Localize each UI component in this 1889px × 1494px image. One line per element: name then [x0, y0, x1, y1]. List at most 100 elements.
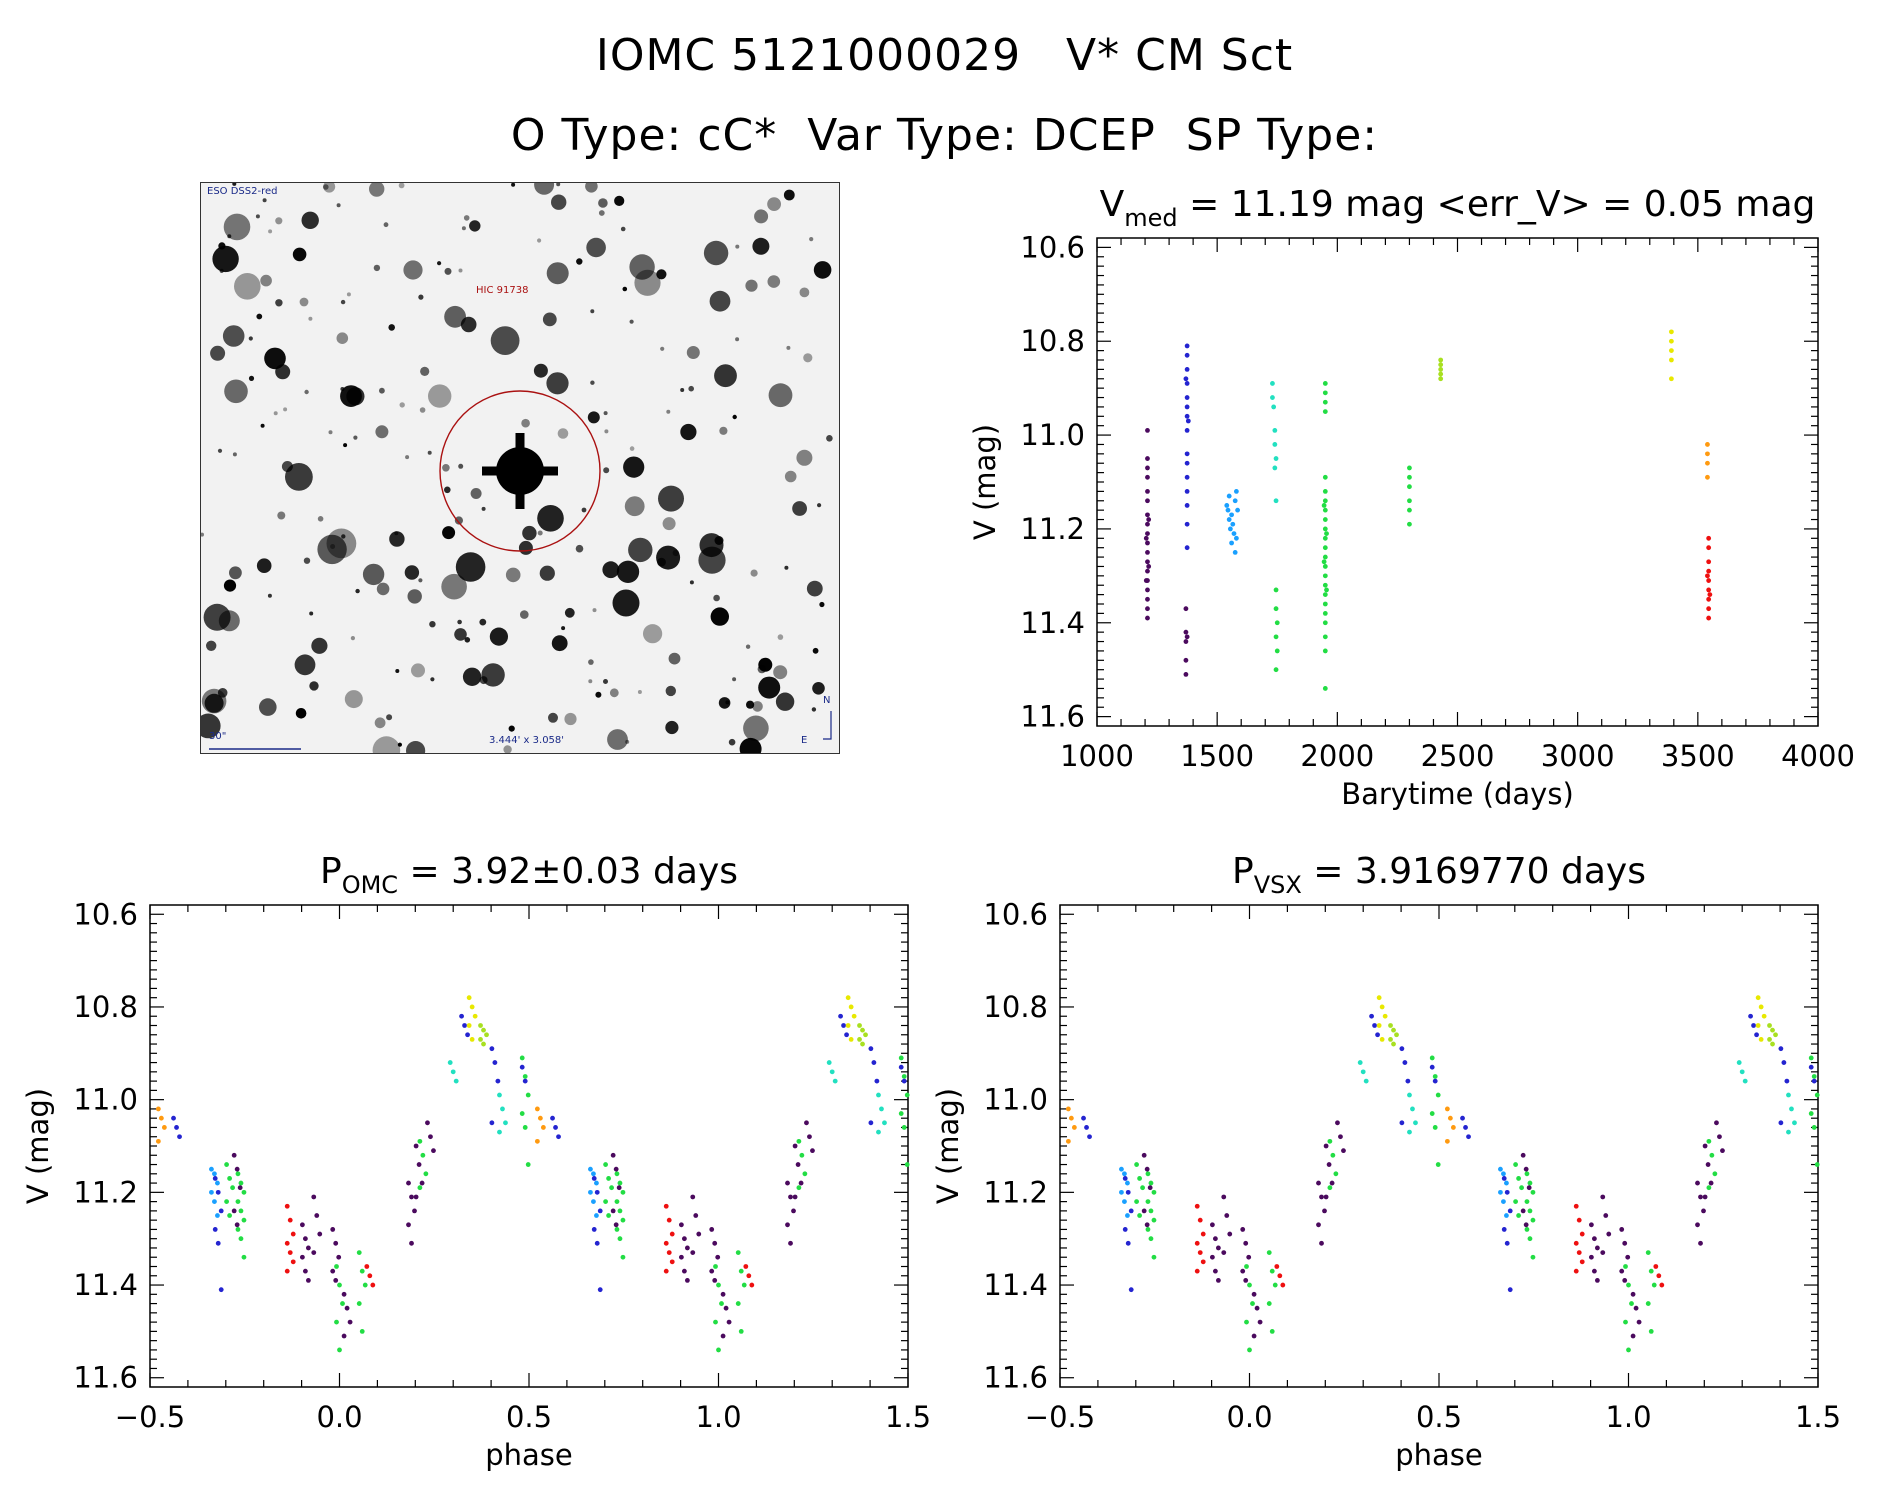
data-point [284, 1203, 290, 1209]
field-star [461, 226, 466, 231]
data-point [1145, 427, 1150, 433]
data-point [1277, 1273, 1283, 1279]
data-point [1516, 1213, 1521, 1218]
data-point [284, 1240, 290, 1246]
field-star [444, 305, 466, 328]
data-point [1145, 596, 1150, 602]
data-point [1273, 606, 1279, 612]
field-star [201, 532, 204, 537]
data-point [1435, 1092, 1441, 1098]
field-star [548, 712, 558, 723]
data-point [1322, 620, 1328, 626]
data-point [735, 1301, 741, 1306]
field-star [602, 561, 620, 579]
data-point [420, 1152, 426, 1158]
data-point [469, 1004, 475, 1010]
data-point [1227, 1231, 1233, 1237]
field-star [556, 183, 561, 187]
field-star [232, 183, 237, 186]
data-point [409, 1240, 414, 1246]
field-star [490, 326, 520, 355]
data-point [1215, 1278, 1221, 1283]
data-point [359, 1268, 365, 1274]
data-point [591, 1199, 596, 1205]
data-point [1322, 686, 1328, 691]
data-point [738, 1268, 744, 1274]
data-point [743, 1264, 749, 1269]
data-point [1814, 1092, 1820, 1098]
data-point [1322, 648, 1328, 654]
field-star [344, 690, 363, 709]
data-point [1375, 1032, 1380, 1038]
data-point [788, 1194, 793, 1200]
field-star [479, 618, 487, 626]
data-point [1379, 1004, 1385, 1010]
data-point [1811, 1125, 1817, 1130]
field-star [427, 450, 432, 455]
data-point [1526, 1185, 1532, 1191]
data-point [367, 1273, 373, 1279]
data-point [1194, 1268, 1200, 1274]
data-point [1134, 1199, 1139, 1205]
data-point [1322, 488, 1328, 494]
figure-title: IOMC 5121000029 V* CM Sct [595, 30, 1294, 81]
data-point [838, 1013, 843, 1019]
field-star [260, 423, 265, 428]
data-point [466, 995, 472, 1001]
data-point [478, 1037, 483, 1042]
data-point [1516, 1176, 1521, 1181]
data-point [235, 1199, 241, 1205]
data-point [1274, 648, 1280, 654]
data-point [1335, 1120, 1340, 1126]
field-star [386, 714, 393, 721]
data-point [1145, 540, 1150, 546]
data-point [868, 1046, 874, 1052]
data-point [1786, 1092, 1791, 1098]
data-point [1705, 474, 1710, 480]
data-point [1270, 381, 1275, 386]
data-point [311, 1250, 317, 1255]
data-point [1183, 606, 1189, 612]
field-star [217, 448, 223, 453]
data-point [901, 1125, 907, 1130]
data-point [1714, 1120, 1719, 1126]
data-point [1623, 1264, 1628, 1269]
data-point [416, 1162, 422, 1167]
data-point [1184, 352, 1190, 358]
data-point [1407, 498, 1412, 504]
data-point [1269, 1328, 1275, 1334]
data-point [330, 1227, 336, 1232]
data-point [1232, 549, 1238, 555]
data-point [1065, 1138, 1071, 1144]
data-point [798, 1180, 804, 1186]
data-point [1244, 1319, 1249, 1325]
data-point [716, 1347, 721, 1353]
data-point [1272, 1282, 1278, 1288]
data-point [431, 1148, 436, 1154]
field-star [811, 707, 817, 712]
data-point [1438, 376, 1444, 382]
target-spikes [482, 433, 558, 509]
field-star [273, 411, 278, 416]
field-star [418, 294, 424, 300]
field-star [336, 332, 349, 344]
data-point [1811, 1078, 1817, 1084]
field-star [590, 380, 595, 385]
data-point [901, 1074, 907, 1079]
data-point [406, 1222, 411, 1228]
data-point [1706, 615, 1712, 621]
data-point [417, 1138, 423, 1144]
data-point [614, 1227, 620, 1232]
data-point [1705, 460, 1710, 466]
data-point [1272, 442, 1278, 447]
data-point [1573, 1268, 1579, 1274]
data-point [588, 1166, 593, 1172]
data-point [1251, 1333, 1257, 1339]
data-point [1770, 1041, 1775, 1047]
data-point [1708, 1180, 1714, 1186]
data-point [1668, 338, 1674, 344]
data-point [1369, 1013, 1374, 1019]
data-point [1407, 1092, 1412, 1098]
field-star [576, 258, 583, 265]
field-star [792, 501, 807, 516]
